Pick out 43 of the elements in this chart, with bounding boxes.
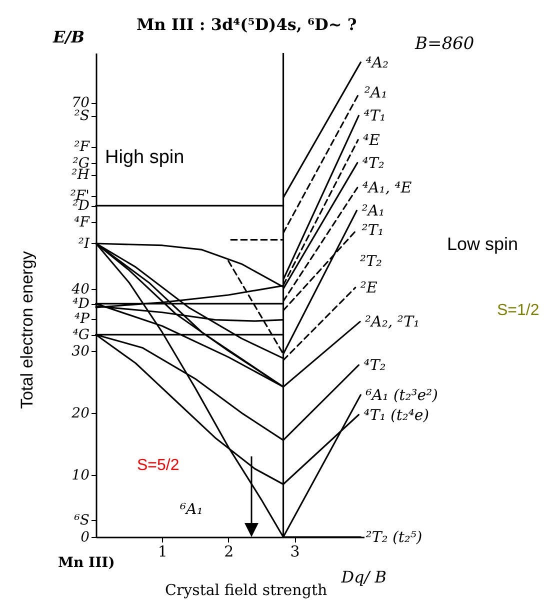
series-label: ²T₂ (t₂⁵) (366, 528, 422, 546)
text: B=860 (415, 34, 474, 54)
series-label: ⁴T₂ (364, 356, 386, 374)
series-label: ⁴T₁ (t₂⁴e) (364, 406, 430, 424)
x-tick-label: 1 (158, 542, 168, 560)
y-axis-title: E/B (52, 28, 84, 46)
text: Mn III) (58, 555, 115, 571)
y-tick-label: 10 (72, 467, 90, 484)
y-tick-label: ²S (74, 108, 90, 124)
text: Total electron energy (18, 251, 36, 409)
series-label: ⁴A₁, ⁴E (362, 178, 412, 197)
y-tick-label: ²I (78, 236, 90, 252)
y-tick-label: ⁴G (72, 327, 90, 344)
series-label: ²E (360, 278, 378, 297)
text: S=1/2 (497, 302, 540, 319)
y-tick-label: ⁴D (72, 296, 90, 312)
series-label: ⁴T₂ (362, 154, 384, 172)
series-label: ⁴T₁ (364, 106, 386, 125)
series-label: ²A₂, ²T₁ (365, 312, 420, 331)
series-label: ⁴A₂ (366, 53, 389, 72)
y-tick-label: ⁶S (73, 512, 90, 529)
x-tick-label: 2 (224, 542, 234, 560)
text: Low spin (447, 234, 518, 254)
annotation: ⁶A₁ (180, 500, 203, 518)
annotation: ²T₂ (360, 252, 382, 270)
series-label: ²T₁ (362, 220, 384, 239)
series-label: ²A₁ (362, 202, 385, 220)
x-axis-title: Dq/ B (340, 568, 387, 586)
annotation: S=5/2 (137, 457, 180, 474)
y-tick-label: ⁴P (74, 311, 90, 328)
series-label: ⁴E (363, 130, 380, 149)
x-tick-label: 3 (290, 542, 300, 560)
y-tick-label: 40 (70, 281, 90, 298)
series-label: ²A₁ (364, 84, 388, 102)
y-tick-label: ²F (74, 139, 91, 156)
y-tick-label: ⁴F (74, 214, 91, 230)
chart-title: Mn III : 3d⁴(⁵D)4s, ⁶D~ ? (136, 15, 357, 34)
annotation: High spin (105, 147, 184, 168)
series-label: ⁶A₁ (t₂³e²) (364, 386, 438, 404)
y-tick-label: 20 (70, 405, 90, 422)
y-tick-label: 30 (72, 343, 90, 360)
text: Crystal field strength (165, 581, 328, 599)
y-tick-label: 0 (80, 530, 90, 546)
